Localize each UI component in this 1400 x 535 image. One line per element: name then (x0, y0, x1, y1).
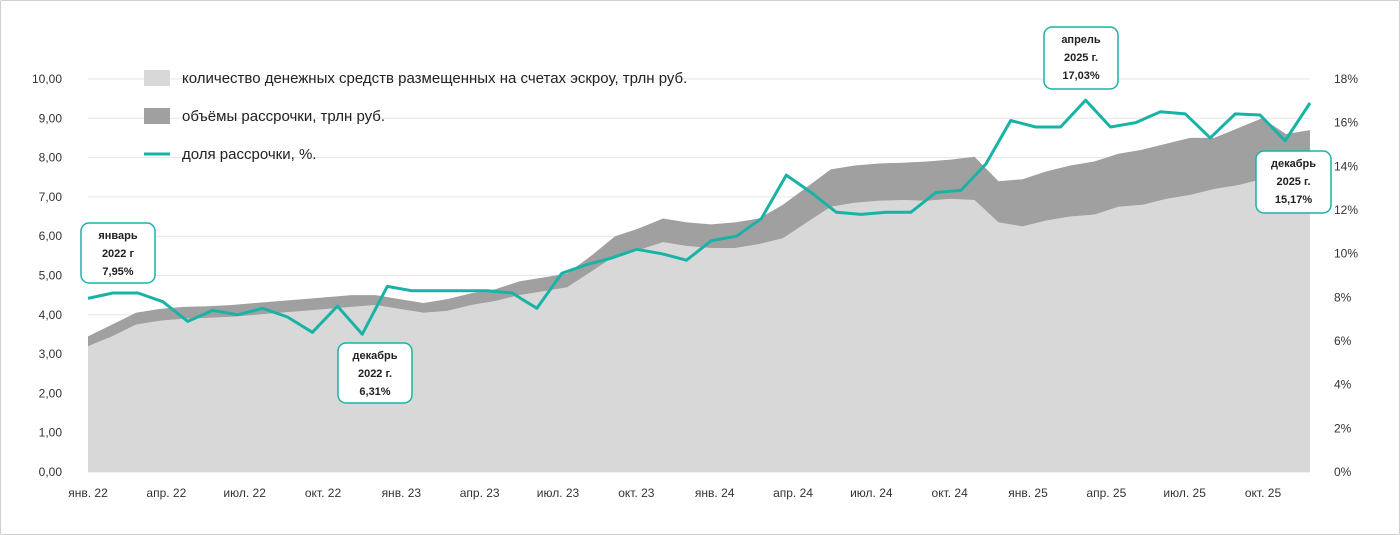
x-axis: янв. 22 апр. 22 июл. 22 окт. 22 янв. 23 апр. … (68, 486, 1281, 500)
y-left-tick-label: 2,00 (39, 386, 63, 400)
installment-area (88, 118, 1310, 347)
y-right-tick-label: 0% (1334, 465, 1352, 479)
legend-swatch (144, 108, 170, 124)
x-tick-label: окт. 22 (305, 486, 342, 500)
x-tick-label: июл. 24 (850, 486, 893, 500)
y-left-tick-label: 5,00 (39, 269, 63, 283)
legend-swatch (144, 70, 170, 86)
x-tick-label: июл. 23 (537, 486, 580, 500)
y-right-tick-label: 14% (1334, 159, 1358, 173)
callout-text: 17,03% (1062, 70, 1100, 82)
x-tick-label: янв. 24 (695, 486, 735, 500)
y-right-tick-label: 6% (1334, 334, 1352, 348)
x-tick-label: июл. 22 (223, 486, 266, 500)
escrow-area (88, 165, 1310, 472)
y-left-tick-label: 0,00 (39, 465, 63, 479)
x-tick-label: окт. 25 (1245, 486, 1282, 500)
x-tick-label: янв. 25 (1008, 486, 1048, 500)
x-tick-label: янв. 22 (68, 486, 108, 500)
y-left-tick-label: 7,00 (39, 190, 63, 204)
y-left-tick-label: 9,00 (39, 111, 63, 125)
callout-text: 2025 г. (1064, 52, 1098, 64)
y-right-tick-label: 16% (1334, 116, 1358, 130)
y-left-tick-label: 1,00 (39, 426, 63, 440)
callout-box (1043, 26, 1119, 90)
callout-text: 2022 г. (358, 368, 392, 380)
y-right-tick-label: 18% (1334, 72, 1358, 86)
y-axis-right: 0% 2% 4% 6% 8% 10% 12% 14% 16% 18% (1334, 72, 1358, 479)
legend: количество денежных средств размещенных … (144, 70, 687, 163)
callout-text: 2022 г (102, 248, 135, 260)
x-tick-label: янв. 23 (382, 486, 422, 500)
callout-text: 7,95% (102, 266, 133, 278)
x-tick-label: окт. 24 (932, 486, 969, 500)
area-series (88, 118, 1310, 472)
y-left-tick-label: 10,00 (32, 72, 62, 86)
legend-label: количество денежных средств размещенных … (182, 70, 687, 87)
callout-text: 2025 г. (1276, 176, 1310, 188)
y-axis-left: 0,00 1,00 2,00 3,00 4,00 5,00 6,00 7,00 8,00 9,00… (32, 72, 62, 479)
callout-text: декабрь (353, 350, 398, 362)
x-tick-label: апр. 24 (773, 486, 813, 500)
legend-label: доля рассрочки, %. (182, 146, 316, 163)
y-right-tick-label: 8% (1334, 290, 1352, 304)
line-series (87, 98, 1312, 336)
y-left-tick-label: 4,00 (39, 308, 63, 322)
y-right-tick-label: 2% (1334, 421, 1352, 435)
x-tick-label: апр. 22 (146, 486, 186, 500)
y-left-tick-label: 3,00 (39, 347, 63, 361)
y-right-tick-label: 12% (1334, 203, 1358, 217)
installment-share-line (87, 98, 1312, 336)
y-right-tick-label: 10% (1334, 247, 1358, 261)
legend-label: объёмы рассрочки, трлн руб. (182, 108, 385, 125)
callout-box (1255, 150, 1332, 214)
callout-text: 6,31% (359, 386, 390, 398)
x-tick-label: апр. 23 (460, 486, 500, 500)
y-left-tick-label: 8,00 (39, 151, 63, 165)
x-tick-label: окт. 23 (618, 486, 655, 500)
y-right-tick-label: 4% (1334, 378, 1352, 392)
x-tick-label: июл. 25 (1163, 486, 1206, 500)
y-left-tick-label: 6,00 (39, 229, 63, 243)
callout-text: январь (98, 230, 138, 242)
callouts: январь 2022 г 7,95% декабрь 2022 г. 6,31% апре… (80, 26, 1332, 404)
callout-box (80, 222, 156, 284)
callout-text: декабрь (1271, 158, 1316, 170)
callout-text: апрель (1061, 34, 1101, 46)
callout-text: 15,17% (1275, 194, 1313, 206)
callout-box (337, 342, 413, 404)
x-tick-label: апр. 25 (1086, 486, 1126, 500)
